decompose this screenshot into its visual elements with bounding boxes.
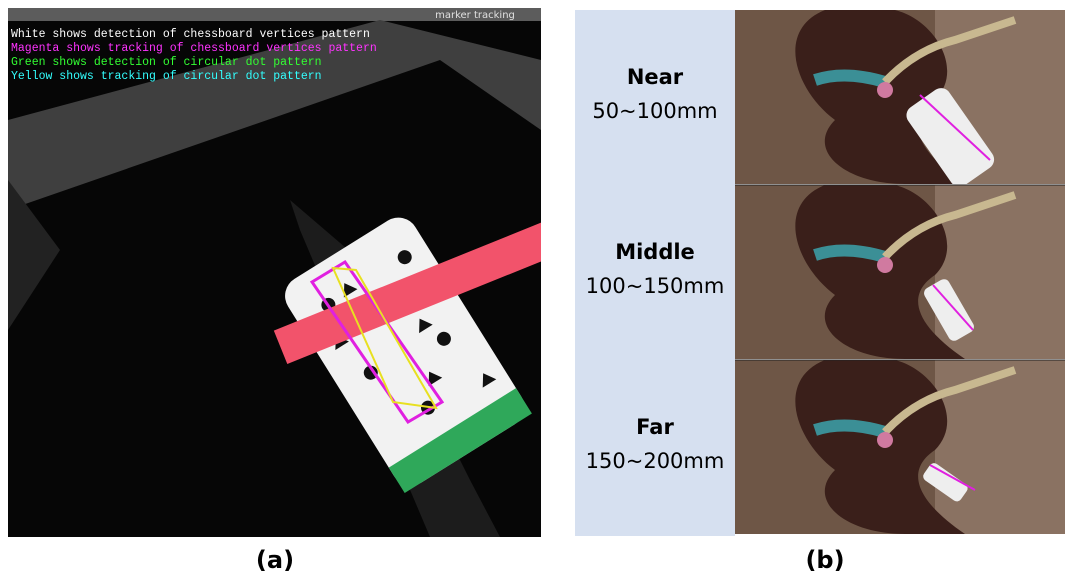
photo-near [735, 10, 1065, 191]
row-label: Middle [615, 240, 695, 264]
window-title: marker tracking [435, 10, 515, 21]
row-range: 100~150mm [586, 274, 725, 298]
row-label: Far [636, 415, 674, 439]
figure: marker tracking White shows detection of… [0, 0, 1065, 582]
photo-far [735, 360, 1065, 534]
row-range: 150~200mm [586, 449, 725, 473]
legend-line: Magenta shows tracking of chessboard ver… [11, 42, 377, 55]
legend-line: Green shows detection of circular dot pa… [11, 56, 322, 69]
legend-line: Yellow shows tracking of circular dot pa… [11, 70, 322, 83]
caption: (a) [256, 546, 294, 574]
photo-middle [735, 185, 1065, 359]
row-range: 50~100mm [592, 99, 717, 123]
caption: (b) [805, 546, 844, 574]
legend-line: White shows detection of chessboard vert… [11, 28, 370, 41]
row-label: Near [627, 65, 684, 89]
tracking-view [8, 8, 556, 537]
